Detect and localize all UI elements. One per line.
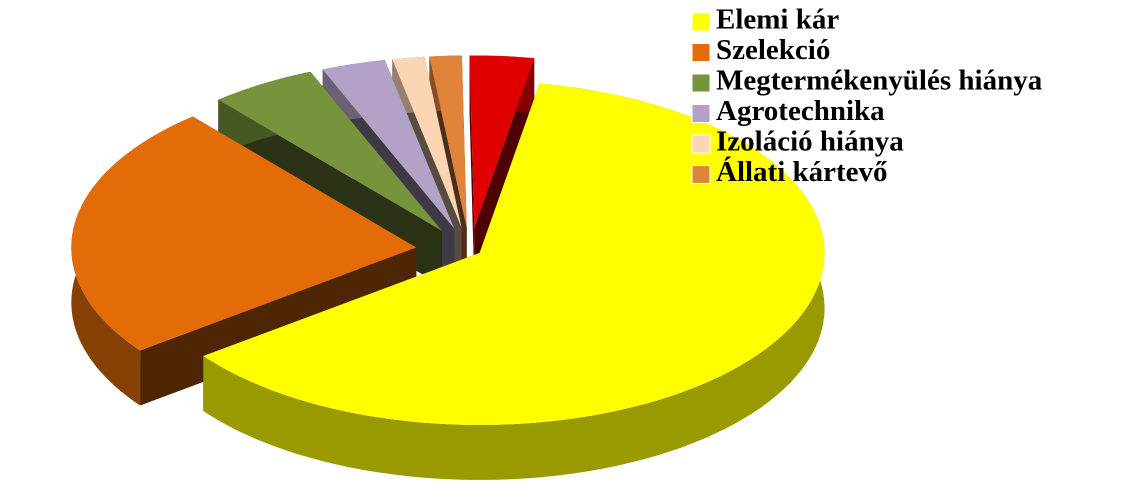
legend-label: Elemi kár	[716, 4, 839, 36]
legend-swatch	[691, 165, 711, 184]
legend-label: Megtermékenyülés hiánya	[716, 65, 1043, 97]
slice-side	[203, 83, 825, 480]
legend-label: Izoláció hiánya	[716, 126, 904, 158]
slice	[218, 71, 442, 231]
legend-swatch	[691, 73, 711, 93]
slice	[469, 55, 535, 228]
slice	[392, 56, 462, 228]
pie	[71, 55, 825, 480]
slice-side	[469, 55, 475, 283]
slice	[71, 116, 417, 351]
legend-swatch	[691, 12, 711, 32]
legend-label: Állati kártevő	[716, 155, 888, 188]
slice	[203, 83, 825, 425]
legend-label: Szelekció	[716, 34, 830, 66]
legend-swatch	[691, 104, 711, 123]
slice	[322, 60, 455, 229]
legend-swatch	[691, 43, 711, 62]
legend-label: Agrotechnika	[716, 95, 885, 127]
slice	[429, 55, 467, 228]
legend-swatch	[691, 134, 711, 154]
